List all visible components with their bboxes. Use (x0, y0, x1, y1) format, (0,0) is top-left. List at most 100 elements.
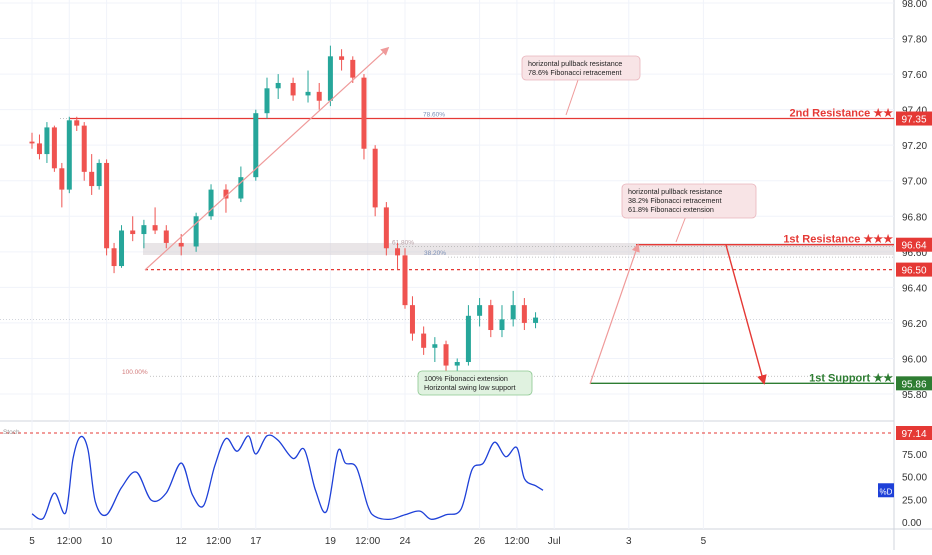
candle-body (443, 344, 449, 366)
price-tag-bg (896, 262, 932, 277)
price-tag-label: 95.86 (901, 379, 926, 390)
time-tick-label: 26 (474, 536, 486, 547)
candle-body (465, 315, 471, 363)
osc-tick-label: 0.00 (902, 518, 922, 529)
annotation-line: horizontal pullback resistance (628, 187, 722, 196)
price-tick-label: 96.00 (902, 354, 927, 365)
candles (29, 45, 539, 384)
time-tick-label: 10 (101, 536, 113, 547)
time-tick-label: 5 (29, 536, 35, 547)
support-resistance-levels: 2nd Resistance ★★ 1st Resistance ★★★ 1st S… (0, 108, 894, 384)
candle-body (178, 242, 184, 247)
stochastic-pane: Stoch (0, 429, 894, 520)
price-tick-label: 96.60 (902, 248, 927, 259)
candle-body (372, 148, 378, 208)
time-tick-label: 12 (176, 536, 188, 547)
annotation-box (621, 183, 757, 219)
candle-body (111, 248, 117, 267)
price-tick-label: 97.20 (902, 141, 927, 152)
fib-level-label: 38.20% (424, 250, 446, 257)
candle-body (316, 91, 322, 101)
price-tick-label: 96.40 (902, 283, 927, 294)
time-tick-label: 12:00 (355, 536, 380, 547)
candle-body (488, 305, 494, 331)
candle-body (74, 120, 80, 126)
candle-body (44, 127, 50, 155)
candle-body (193, 216, 199, 247)
candle-body (130, 230, 136, 235)
price-tag-bg (896, 237, 932, 252)
price-tag-label: 97.35 (901, 115, 926, 126)
candle-body (253, 113, 259, 178)
annotation-line: 38.2% Fibonacci retracement (628, 196, 721, 205)
candle-body (96, 162, 102, 187)
candle-body (421, 333, 427, 348)
candle-body (402, 255, 408, 306)
candle-body (119, 230, 125, 267)
time-tick-label: 19 (325, 536, 337, 547)
candle-body (51, 127, 57, 169)
fib-level-label: 61.80% (392, 239, 414, 246)
series-tag-label: %D (880, 487, 893, 496)
level-label: 1st Support ★★ (809, 372, 893, 384)
candle-body (59, 168, 65, 190)
time-tick-label: 24 (399, 536, 411, 547)
candle-body (350, 59, 356, 78)
osc-tick-label: 75.00 (902, 450, 927, 461)
candle-body (163, 230, 169, 243)
candle-body (339, 56, 345, 60)
osc-tag-label: 97.14 (901, 429, 926, 440)
candle-body (264, 88, 270, 114)
trend-arrows (144, 46, 767, 385)
candle-body (327, 56, 333, 101)
annotation-line: Horizontal swing low support (424, 383, 515, 392)
time-tick-label: 17 (250, 536, 262, 547)
osc-title: Stoch (3, 429, 20, 436)
candle-body (81, 125, 87, 172)
candle-body (152, 225, 158, 231)
price-tick-label: 97.80 (902, 35, 927, 46)
annotation-line: 61.8% Fibonacci extension (628, 205, 714, 214)
pink-uptrend-arrow (144, 46, 390, 271)
price-tags: 97.35 96.64 96.50 95.86 97.14 %D (878, 111, 932, 498)
stoch-line (31, 434, 544, 520)
fib-level-label: 78.60% (423, 112, 445, 119)
series-tag-bg (878, 483, 894, 498)
candle-body (521, 305, 527, 323)
candle-body (499, 319, 505, 331)
price-tick-label: 97.00 (902, 177, 927, 188)
axes: 98.00 97.80 97.60 97.40 97.20 97.00 96.80 96.60… (29, 0, 927, 547)
candle-body (89, 171, 95, 187)
time-tick-label: 3 (626, 536, 632, 547)
price-tag-label: 96.64 (901, 241, 926, 252)
candle-body (275, 82, 281, 89)
time-tick-label: 12:00 (206, 536, 231, 547)
candle-body (510, 305, 516, 320)
time-tick-label: 5 (701, 536, 707, 547)
annotation-line: 100% Fibonacci extension (424, 374, 508, 383)
price-tag-label: 96.50 (901, 266, 926, 277)
candle-body (409, 305, 415, 334)
candle-body (223, 189, 229, 199)
candle-body (141, 225, 147, 235)
fib-level-label: 100.00% (122, 369, 148, 376)
red-down-arrow (725, 244, 767, 385)
candle-body (29, 141, 35, 144)
candle-body (383, 207, 389, 249)
annotation-box (521, 55, 641, 81)
candle-body (432, 344, 438, 348)
annotation-line: horizontal pullback resistance (528, 59, 622, 68)
time-tick-label: 12:00 (57, 536, 82, 547)
price-tick-label: 97.60 (902, 70, 927, 81)
price-tick-label: 97.40 (902, 106, 927, 117)
candle-body (305, 91, 311, 96)
level-label: 1st Resistance ★★★ (783, 234, 893, 246)
callout-pointer-1 (565, 79, 579, 116)
candle-body (454, 362, 460, 366)
candle-body (395, 248, 401, 256)
pink-rebound-arrow (589, 243, 640, 385)
callout-pointer-2 (675, 215, 687, 243)
osc-tick-label: 25.00 (902, 495, 927, 506)
